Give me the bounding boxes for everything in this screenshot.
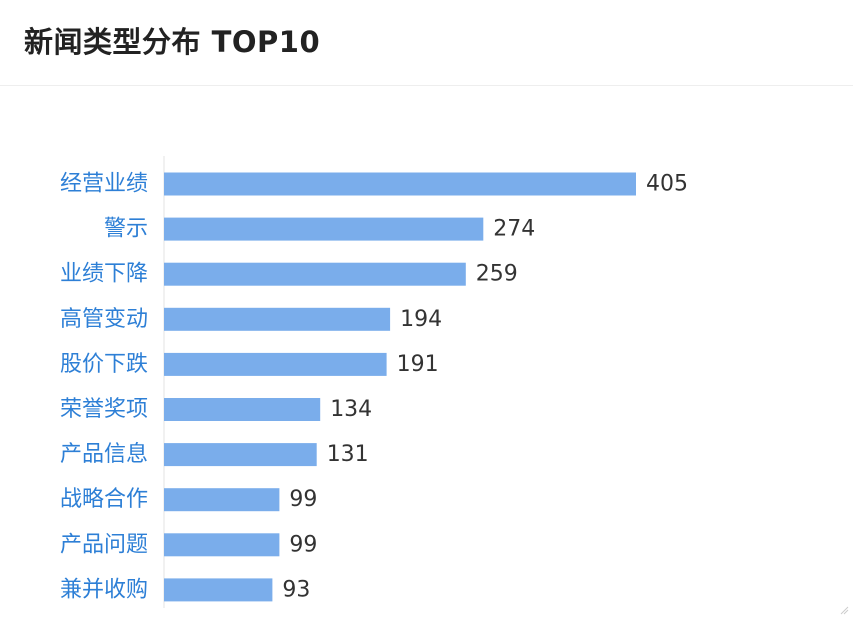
bar[interactable] [164,398,321,421]
bar[interactable] [164,217,484,241]
bar[interactable] [164,578,273,602]
category-tick-label: 业绩下降 [60,262,148,287]
bars-group [164,172,636,602]
card-header: 新闻类型分布 TOP10 [0,0,853,86]
chart-title: 新闻类型分布 TOP10 [24,25,321,59]
data-value-label: 191 [397,352,439,377]
data-value-label: 93 [282,577,310,602]
data-value-label: 259 [476,262,518,287]
data-value-label: 405 [646,172,688,197]
data-value-label: 131 [327,442,369,467]
labels-group: 经营业绩 405 警示 274 业绩下降 259 高管变动 194 股价下跌 191 荣誉奖项 134… [60,172,688,603]
category-tick-label: 兼并收购 [60,577,148,602]
data-value-label: 99 [289,532,317,557]
data-value-label: 274 [493,217,535,242]
bar[interactable] [164,262,466,286]
category-tick-label: 产品问题 [60,532,148,557]
bar[interactable] [164,307,391,331]
bar[interactable] [164,352,387,376]
bar-chart: 经营业绩 405 警示 274 业绩下降 259 高管变动 194 股价下跌 191 荣誉奖项 134… [60,156,688,608]
data-value-label: 194 [400,307,442,332]
category-tick-label: 股价下跌 [60,352,148,377]
data-value-label: 134 [330,397,372,422]
category-tick-label: 警示 [104,217,148,242]
data-value-label: 99 [289,487,317,512]
category-tick-label: 荣誉奖项 [60,397,148,422]
category-tick-label: 高管变动 [60,307,148,332]
bar[interactable] [164,488,280,512]
bar[interactable] [164,533,280,557]
category-tick-label: 战略合作 [60,487,148,512]
bar[interactable] [164,443,317,467]
category-tick-label: 经营业绩 [60,172,148,197]
resize-grip-icon[interactable] [839,605,849,615]
bar[interactable] [164,172,636,196]
category-tick-label: 产品信息 [60,442,148,467]
